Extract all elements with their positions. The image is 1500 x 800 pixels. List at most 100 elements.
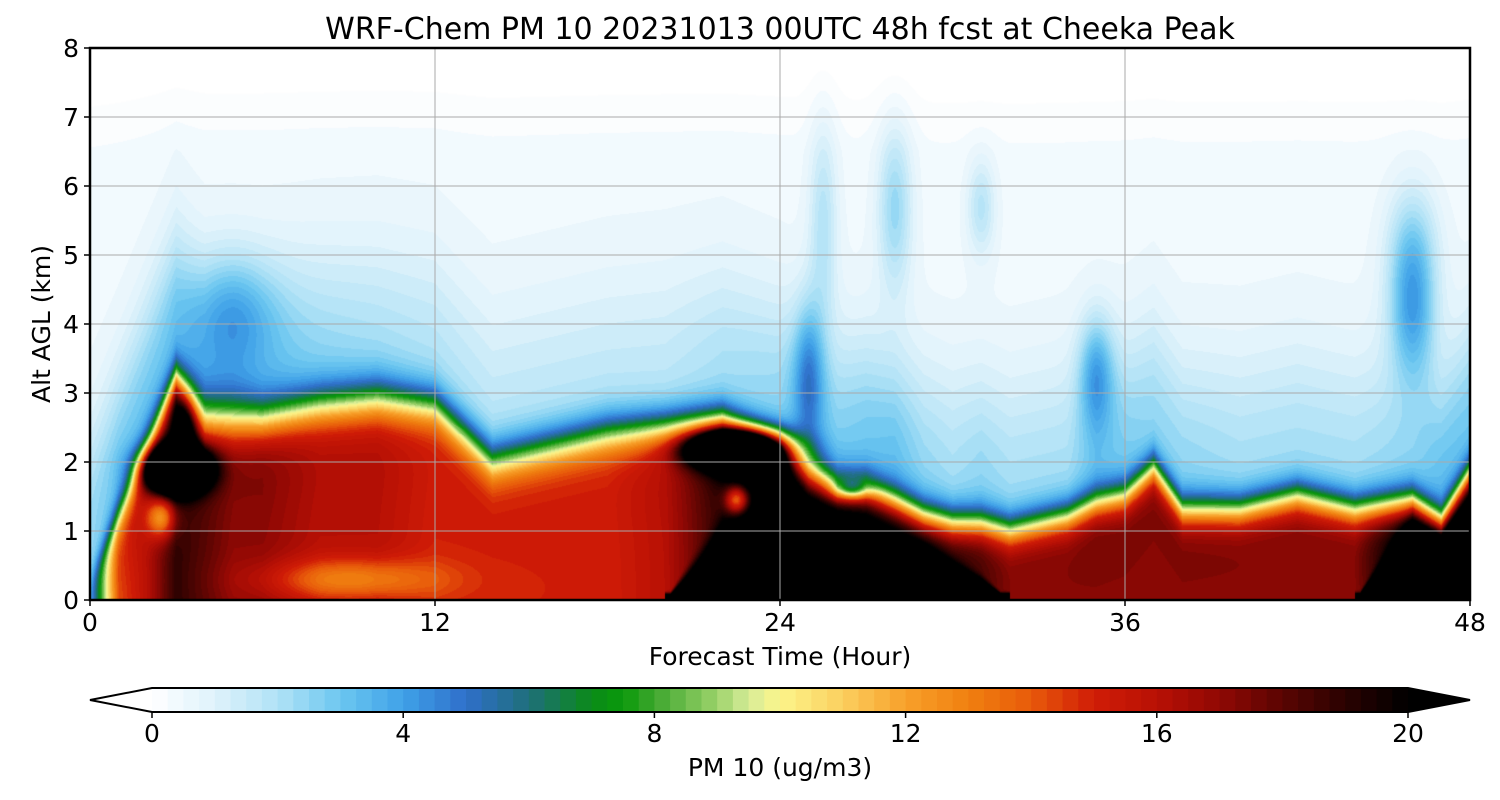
colorbar-ticks: 0 4 8 12 16 20 <box>144 712 1424 748</box>
colorbar-cell <box>717 688 734 712</box>
colorbar-cell <box>497 688 514 712</box>
x-axis: 0 12 24 36 48 <box>82 600 1486 637</box>
x-tick-label: 48 <box>1454 608 1486 637</box>
colorbar-cell <box>1203 688 1221 712</box>
colorbar-cell <box>1329 688 1346 712</box>
colorbar-cell <box>764 688 781 712</box>
colorbar-cell <box>607 688 624 712</box>
colorbar-cell <box>152 688 169 712</box>
colorbar-cell <box>921 688 938 712</box>
colorbar-max-extend <box>1408 688 1470 712</box>
colorbar-cell <box>1125 688 1142 712</box>
colorbar-cell <box>1392 688 1409 712</box>
colorbar-cell <box>1313 688 1331 712</box>
x-tick-label: 36 <box>1109 608 1141 637</box>
colorbar-tick-label: 4 <box>395 719 411 748</box>
colorbar-cell <box>324 688 341 712</box>
colorbar-cell <box>261 688 279 712</box>
colorbar-cell <box>1266 688 1283 712</box>
colorbar-cell <box>371 688 389 712</box>
colorbar-cell <box>199 688 216 712</box>
colorbar-cell <box>1298 688 1315 712</box>
colorbar-cell <box>701 688 718 712</box>
x-tick-label: 12 <box>419 608 451 637</box>
colorbar-cell <box>795 688 812 712</box>
colorbar-cell <box>780 688 797 712</box>
colorbar-cell <box>356 688 373 712</box>
colorbar-cell <box>889 688 907 712</box>
y-tick-label: 0 <box>63 586 79 615</box>
y-tick-label: 8 <box>63 34 79 63</box>
y-tick-label: 1 <box>63 517 79 546</box>
colorbar-cell <box>277 688 294 712</box>
colorbar-cell <box>1156 688 1174 712</box>
colorbar-cell <box>403 688 420 712</box>
colorbar-cell <box>952 688 969 712</box>
colorbar-cell <box>968 688 985 712</box>
colorbar-cell <box>167 688 184 712</box>
colorbar-cell <box>732 688 750 712</box>
colorbar-tick-label: 20 <box>1392 719 1424 748</box>
y-tick-label: 5 <box>63 241 79 270</box>
colorbar-cell <box>513 688 530 712</box>
colorbar-cell <box>1235 688 1252 712</box>
colorbar-cell <box>293 688 310 712</box>
colorbar-cell <box>984 688 1001 712</box>
colorbar-cell <box>1251 688 1268 712</box>
grid-lines <box>90 48 1470 600</box>
y-axis: 0 1 2 3 4 5 6 7 8 <box>63 34 90 615</box>
colorbar-cell <box>937 688 954 712</box>
colorbar-cell <box>544 688 561 712</box>
colorbar-tick-label: 12 <box>890 719 922 748</box>
colorbar-cell <box>1031 688 1048 712</box>
colorbar-cell <box>685 688 703 712</box>
colorbar-cell <box>905 688 922 712</box>
colorbar-cell <box>1282 688 1299 712</box>
colorbar-cell <box>654 688 671 712</box>
colorbar-cell <box>418 688 436 712</box>
colorbar-cell <box>1015 688 1032 712</box>
x-tick-label: 0 <box>82 608 98 637</box>
colorbar-cell <box>528 688 546 712</box>
colorbar-cell <box>670 688 687 712</box>
colorbar-cell <box>858 688 875 712</box>
colorbar-cell <box>1172 688 1189 712</box>
colorbar-cell <box>1046 688 1064 712</box>
colorbar-cell <box>1219 688 1236 712</box>
colorbar-cell <box>214 688 232 712</box>
colorbar-cell <box>309 688 326 712</box>
colorbar-cell <box>246 688 263 712</box>
colorbar-cell <box>1188 688 1205 712</box>
colorbar-min-extend <box>90 688 152 712</box>
y-tick-label: 2 <box>63 448 79 477</box>
colorbar-cell <box>434 688 451 712</box>
colorbar-cell <box>999 688 1017 712</box>
colorbar-cell <box>230 688 247 712</box>
colorbar-tick-label: 8 <box>646 719 662 748</box>
colorbar-tick-label: 16 <box>1141 719 1173 748</box>
colorbar-cell <box>466 688 483 712</box>
colorbar-cell <box>827 688 844 712</box>
colorbar-cell <box>1062 688 1079 712</box>
colorbar-cell <box>623 688 640 712</box>
y-tick-label: 6 <box>63 172 79 201</box>
colorbar-cell <box>575 688 593 712</box>
plot-area <box>88 46 1472 602</box>
colorbar-cell <box>340 688 357 712</box>
colorbar: 0 4 8 12 16 20 PM 10 (ug/m3) <box>89 687 1471 782</box>
x-axis-label: Forecast Time (Hour) <box>649 642 912 671</box>
colorbar-cell <box>450 688 467 712</box>
x-tick-label: 24 <box>764 608 796 637</box>
colorbar-cell <box>560 688 577 712</box>
colorbar-tick-label: 0 <box>144 719 160 748</box>
colorbar-cell <box>1078 688 1095 712</box>
y-tick-label: 4 <box>63 310 79 339</box>
colorbar-cell <box>183 688 200 712</box>
colorbar-cell <box>748 688 765 712</box>
colorbar-cell <box>1094 688 1111 712</box>
y-tick-label: 3 <box>63 379 79 408</box>
colorbar-cell <box>1109 688 1126 712</box>
colorbar-cell <box>638 688 655 712</box>
y-axis-label: Alt AGL (km) <box>27 245 56 403</box>
